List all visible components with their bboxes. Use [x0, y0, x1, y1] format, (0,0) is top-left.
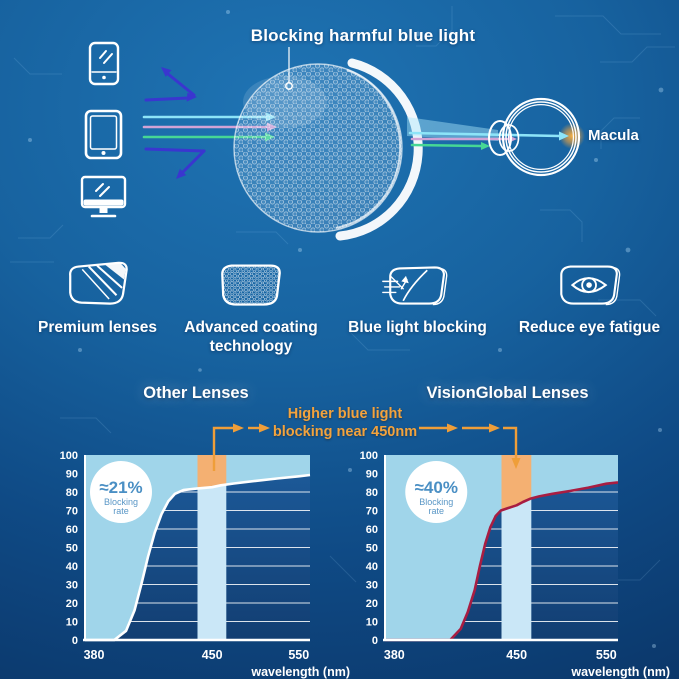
hero-diagram [80, 41, 585, 241]
svg-text:380: 380 [384, 648, 405, 662]
svg-text:20: 20 [366, 598, 378, 610]
svg-text:90: 90 [66, 469, 78, 481]
chart-title-visionglobal-lenses: VisionGlobal Lenses [426, 384, 589, 402]
cornea-icon [488, 120, 512, 156]
svg-text:60: 60 [66, 524, 78, 536]
phone-icon [88, 41, 120, 86]
svg-text:0: 0 [72, 635, 78, 647]
svg-text:50: 50 [66, 543, 78, 555]
svg-text:0: 0 [372, 635, 378, 647]
callout-line1: Higher blue light [287, 406, 403, 422]
chart-visionglobal-lenses: 0 10 20 30 40 50 60 70 80 90 100 380 450 550 wavelengt… [340, 449, 675, 679]
eye-icon [570, 277, 607, 294]
callout-line2: blocking near 450nm [272, 424, 418, 440]
svg-text:80: 80 [66, 487, 78, 499]
svg-text:rate: rate [429, 506, 445, 516]
svg-text:550: 550 [596, 648, 617, 662]
transmitted-beams [407, 117, 562, 150]
feature-label: Advanced coating technology [184, 319, 318, 355]
svg-text:wavelength (nm): wavelength (nm) [250, 665, 350, 679]
svg-text:10: 10 [66, 617, 78, 629]
feature-blue-light-blocking: Blue light blocking [335, 261, 500, 337]
macula-label: Macula [588, 127, 639, 144]
feature-label: Premium lenses [38, 319, 157, 336]
svg-text:20: 20 [66, 598, 78, 610]
tablet-icon [84, 109, 123, 160]
svg-text:10: 10 [366, 617, 378, 629]
striped-lens-icon [68, 261, 128, 305]
feature-advanced-coating: Advanced coating technology [172, 261, 330, 356]
svg-text:30: 30 [366, 580, 378, 592]
reflected-ray-arrows [144, 67, 206, 179]
svg-text:550: 550 [288, 648, 309, 662]
honeycomb-lens-icon [221, 264, 281, 306]
svg-text:Blocking: Blocking [104, 497, 138, 507]
ray-deflect-lens-icon [381, 266, 447, 306]
monitor-icon [80, 175, 127, 218]
callout-higher-blocking: Higher blue light blocking near 450nm [250, 405, 440, 441]
svg-text:rate: rate [113, 506, 129, 516]
svg-text:60: 60 [366, 524, 378, 536]
feature-label: Blue light blocking [348, 319, 487, 336]
feature-label: Reduce eye fatigue [518, 319, 661, 336]
svg-text:380: 380 [84, 648, 105, 662]
svg-text:70: 70 [366, 506, 378, 518]
svg-text:wavelength (nm): wavelength (nm) [570, 665, 670, 679]
title-leader-line [285, 47, 293, 90]
eye-diagram [488, 97, 585, 177]
svg-text:40: 40 [66, 561, 78, 573]
svg-text:Blocking: Blocking [419, 497, 453, 507]
svg-text:≈40%: ≈40% [415, 478, 458, 497]
svg-text:80: 80 [366, 487, 378, 499]
svg-text:70: 70 [66, 506, 78, 518]
feature-premium-lenses: Premium lenses [15, 261, 180, 337]
chart-title-other-lenses: Other Lenses [143, 384, 249, 402]
svg-text:50: 50 [366, 543, 378, 555]
svg-text:450: 450 [202, 648, 223, 662]
svg-text:100: 100 [360, 450, 378, 462]
svg-text:30: 30 [66, 580, 78, 592]
chart-other-lenses: 0 10 20 30 40 50 60 70 80 90 100 380 450 550 wavelengt… [40, 449, 352, 679]
svg-text:≈21%: ≈21% [99, 478, 142, 497]
svg-text:450: 450 [506, 648, 527, 662]
coated-lens [233, 58, 423, 241]
svg-text:90: 90 [366, 469, 378, 481]
feature-reduce-eye-fatigue: Reduce eye fatigue [502, 261, 677, 337]
svg-text:40: 40 [366, 561, 378, 573]
hero-title: Blocking harmful blue light [250, 26, 476, 45]
svg-text:100: 100 [60, 450, 78, 462]
eye-in-lens-icon [559, 265, 620, 306]
